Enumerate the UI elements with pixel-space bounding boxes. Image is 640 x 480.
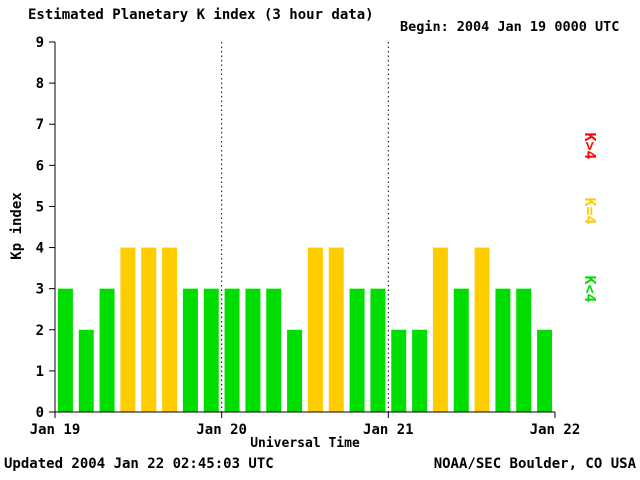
- updated-timestamp: Updated 2004 Jan 22 02:45:03 UTC: [4, 456, 274, 472]
- chart-title: Estimated Planetary K index (3 hour data…: [28, 7, 374, 23]
- legend-item: K=4: [581, 197, 599, 225]
- y-tick-label: 3: [36, 282, 44, 298]
- y-tick-label: 7: [36, 117, 44, 133]
- source-attribution: NOAA/SEC Boulder, CO USA: [433, 456, 636, 472]
- kp-bar: [57, 288, 73, 412]
- kp-bar: [203, 288, 219, 412]
- x-tick-label: Jan 21: [363, 422, 414, 438]
- y-tick-label: 5: [36, 199, 44, 215]
- legend-item: K>4: [581, 132, 599, 160]
- y-tick-label: 2: [36, 323, 44, 339]
- legend-item: K<4: [581, 275, 599, 303]
- kp-bar: [453, 288, 469, 412]
- x-tick-label: Jan 19: [30, 422, 81, 438]
- kp-bar: [516, 288, 532, 412]
- kp-bar: [391, 329, 407, 412]
- x-tick-label: Jan 22: [530, 422, 581, 438]
- kp-bar: [474, 247, 490, 412]
- y-axis-label: Kp index: [9, 192, 25, 260]
- x-axis-label: Universal Time: [250, 436, 360, 451]
- kp-bar: [307, 247, 323, 412]
- y-tick-label: 1: [36, 364, 44, 380]
- kp-bar: [162, 247, 178, 412]
- y-tick-label: 0: [36, 405, 44, 421]
- kp-bar: [349, 288, 365, 412]
- kp-bar: [78, 329, 94, 412]
- kp-bar: [182, 288, 198, 412]
- kp-bar: [537, 329, 553, 412]
- kp-bar: [245, 288, 261, 412]
- kp-bar: [412, 329, 428, 412]
- begin-value: 2004 Jan 19 0000 UTC: [456, 19, 620, 35]
- kp-bar: [432, 247, 448, 412]
- begin-label: Begin:: [400, 19, 449, 35]
- kp-bar: [99, 288, 115, 412]
- y-tick-label: 9: [36, 35, 44, 51]
- x-tick-label: Jan 20: [196, 422, 247, 438]
- kp-bar: [224, 288, 240, 412]
- kp-bar: [287, 329, 303, 412]
- kp-bar: [328, 247, 344, 412]
- kp-bar: [141, 247, 157, 412]
- y-tick-label: 6: [36, 158, 44, 174]
- begin-info: Begin: 2004 Jan 19 0000 UTC: [400, 19, 619, 35]
- kp-bar: [120, 247, 136, 412]
- y-tick-label: 4: [36, 241, 44, 257]
- y-tick-label: 8: [36, 76, 44, 92]
- kp-bar: [495, 288, 511, 412]
- kp-bar: [370, 288, 386, 412]
- kp-bar: [266, 288, 282, 412]
